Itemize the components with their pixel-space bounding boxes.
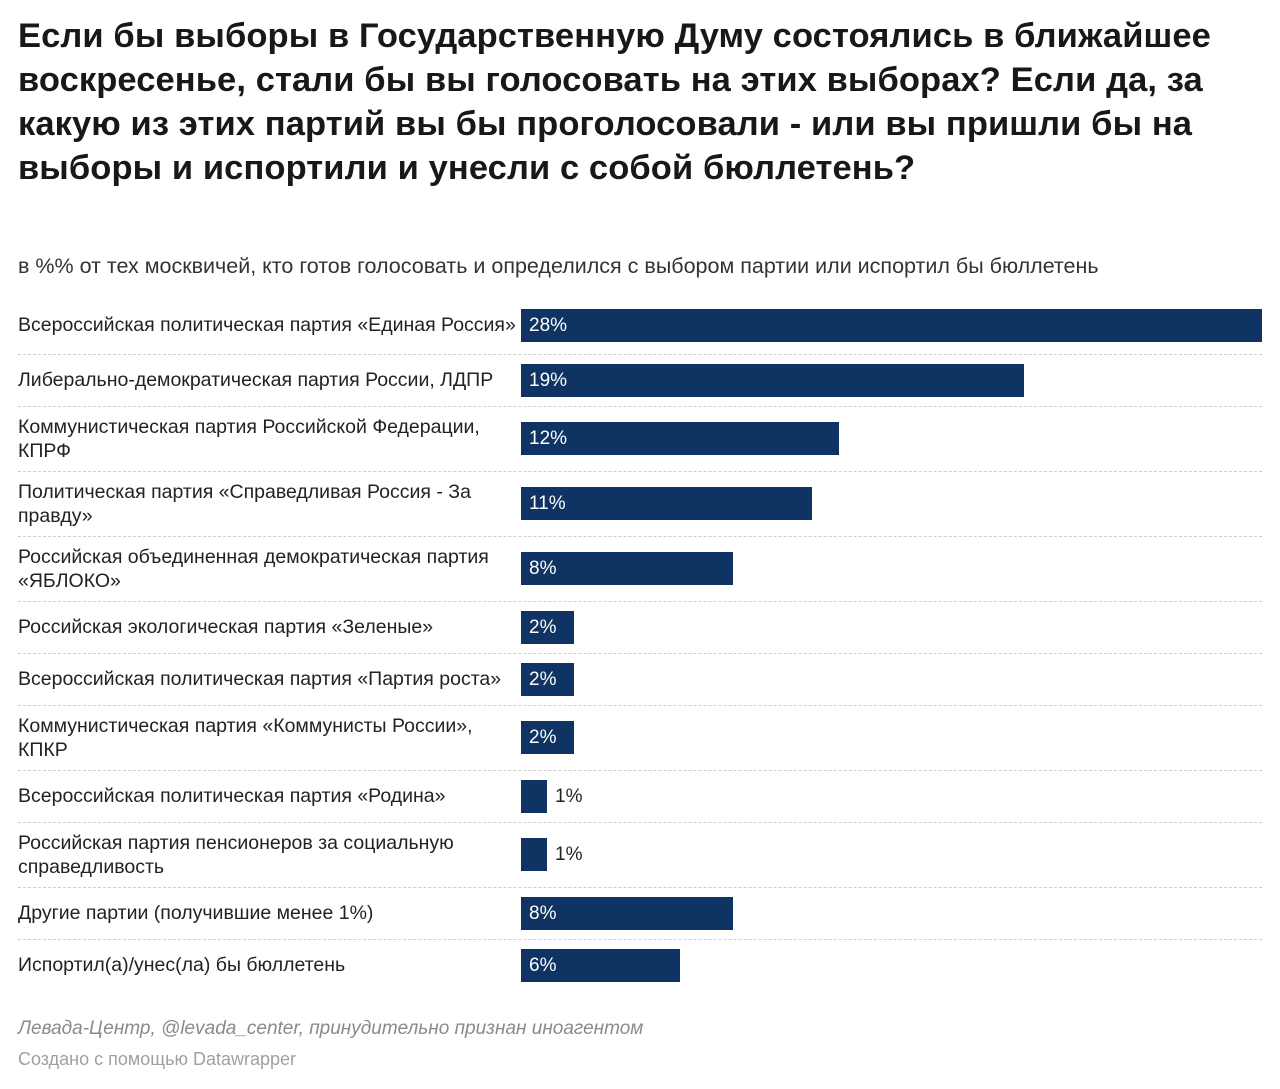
value-label: 2% xyxy=(529,726,557,748)
bar xyxy=(521,780,547,813)
value-label: 2% xyxy=(529,668,557,690)
value-label: 6% xyxy=(529,954,557,976)
bar xyxy=(521,552,733,585)
category-label: Всероссийская политическая партия «Родин… xyxy=(18,785,446,807)
bar-row: Российская объединенная демократическая … xyxy=(18,536,1262,602)
bar-row: Российская экологическая партия «Зеленые… xyxy=(18,601,1262,654)
category-label: Испортил(а)/унес(ла) бы бюллетень xyxy=(18,954,346,976)
category-label: Всероссийская политическая партия «Парти… xyxy=(18,668,502,690)
value-label: 2% xyxy=(529,616,557,638)
category-label: Коммунистическая партия Российской Федер… xyxy=(18,416,480,462)
category-label: Политическая партия «Справедливая Россия… xyxy=(18,481,471,527)
bar-row: Всероссийская политическая партия «Родин… xyxy=(18,770,1262,823)
bar xyxy=(521,364,1024,397)
value-label: 1% xyxy=(555,785,583,807)
value-label: 19% xyxy=(529,369,568,391)
bar xyxy=(521,487,812,520)
bar-row: Коммунистическая партия «Коммунисты Росс… xyxy=(18,705,1262,771)
chart-subtitle: в %% от тех москвичей, кто готов голосов… xyxy=(18,254,1099,278)
bar xyxy=(521,422,839,455)
category-label: Российская экологическая партия «Зеленые… xyxy=(18,616,434,638)
bar-row: Всероссийская политическая партия «Парти… xyxy=(18,653,1262,706)
category-label: Либерально-демократическая партия России… xyxy=(18,369,494,391)
value-label: 11% xyxy=(529,492,566,514)
category-label: Коммунистическая партия «Коммунисты Росс… xyxy=(18,715,473,761)
bar xyxy=(521,611,574,644)
bar xyxy=(521,838,547,871)
source-note: Левада-Центр, @levada_center, принудител… xyxy=(18,1018,644,1039)
bar-row: Другие партии (получившие менее 1%) 8% xyxy=(18,887,1262,940)
bar-row: Испортил(а)/унес(ла) бы бюллетень 6% xyxy=(18,939,1262,991)
bar-row: Коммунистическая партия Российской Федер… xyxy=(18,406,1262,472)
bar xyxy=(521,897,733,930)
bar-row: Всероссийская политическая партия «Едина… xyxy=(18,296,1262,355)
category-label: Российская объединенная демократическая … xyxy=(18,546,489,592)
bar-chart: Всероссийская политическая партия «Едина… xyxy=(18,296,1262,991)
value-label: 12% xyxy=(529,427,568,449)
category-label: Другие партии (получившие менее 1%) xyxy=(18,902,374,924)
value-label: 1% xyxy=(555,843,583,865)
bar xyxy=(521,663,574,696)
category-label: Всероссийская политическая партия «Едина… xyxy=(18,314,516,336)
value-label: 8% xyxy=(529,557,557,579)
bar xyxy=(521,309,1262,342)
value-label: 8% xyxy=(529,902,557,924)
bar-row: Политическая партия «Справедливая Россия… xyxy=(18,471,1262,537)
chart-title: Если бы выборы в Государственную Думу со… xyxy=(18,17,1211,187)
bar-row: Либерально-демократическая партия России… xyxy=(18,354,1262,407)
value-label: 28% xyxy=(529,314,568,336)
datawrapper-credit[interactable]: Создано с помощью Datawrapper xyxy=(18,1049,297,1069)
bar xyxy=(521,949,680,982)
category-label: Российская партия пенсионеров за социаль… xyxy=(18,832,454,878)
bar xyxy=(521,721,574,754)
bar-row: Российская партия пенсионеров за социаль… xyxy=(18,822,1262,888)
